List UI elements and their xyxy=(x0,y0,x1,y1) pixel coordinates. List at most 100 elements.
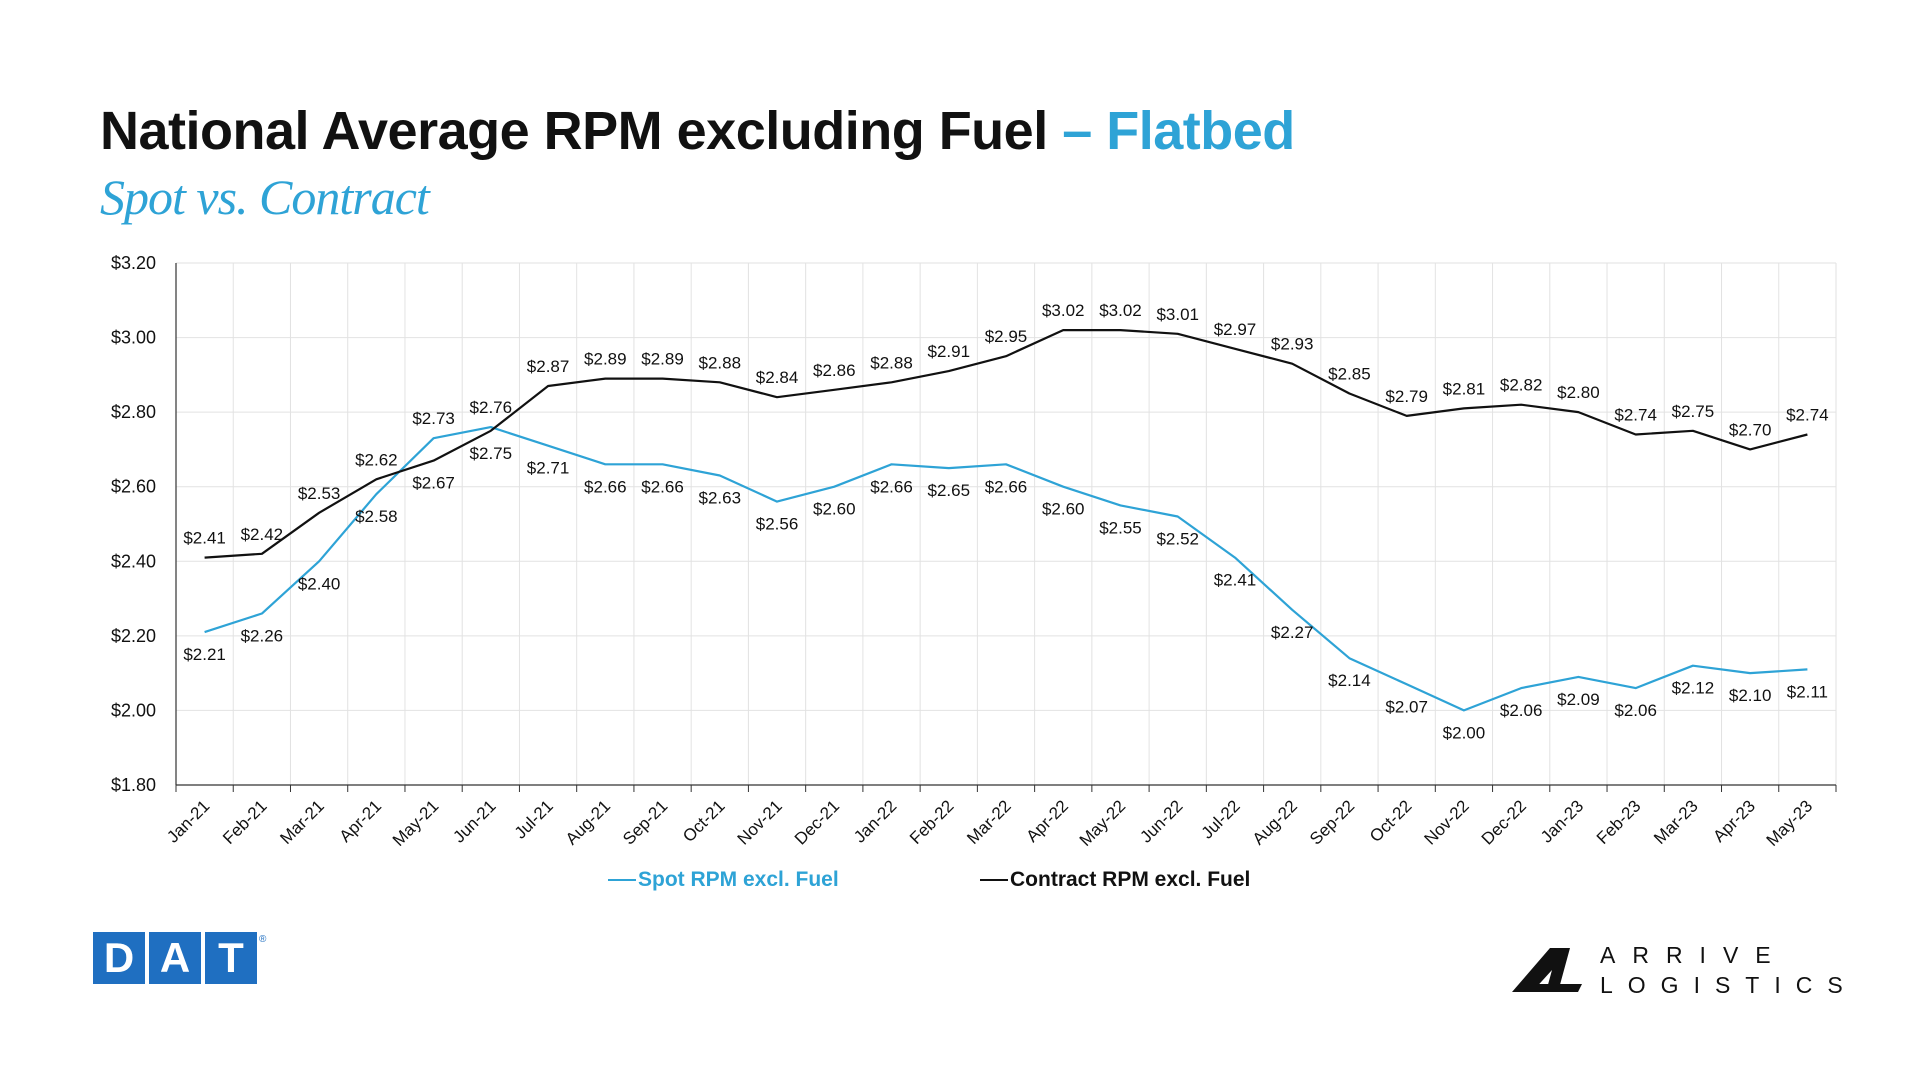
x-tick-label: Apr-22 xyxy=(1023,796,1073,846)
x-tick-label: Nov-21 xyxy=(734,796,786,848)
arrive-logo-line2: LOGISTICS xyxy=(1600,972,1858,998)
y-tick-label: $3.00 xyxy=(111,328,156,348)
contract-data-label: $2.97 xyxy=(1214,320,1257,339)
spot-data-label: $2.26 xyxy=(241,626,284,645)
contract-data-label: $2.81 xyxy=(1443,379,1486,398)
contract-data-label: $2.80 xyxy=(1557,383,1600,402)
y-tick-label: $2.60 xyxy=(111,477,156,497)
spot-data-label: $2.52 xyxy=(1156,530,1199,549)
x-tick-label: Sep-21 xyxy=(619,796,671,848)
arrive-logo-line1: ARRIVE xyxy=(1600,942,1788,968)
contract-data-label: $2.88 xyxy=(870,353,913,372)
contract-data-label: $2.42 xyxy=(241,525,284,544)
contract-data-label: $2.91 xyxy=(927,342,970,361)
spot-data-label: $2.73 xyxy=(412,409,455,428)
spot-data-label: $2.11 xyxy=(1787,682,1828,701)
legend-swatch-contract xyxy=(980,879,1008,882)
x-tick-label: Jun-21 xyxy=(449,796,499,846)
spot-data-label: $2.12 xyxy=(1672,679,1715,698)
spot-data-label: $2.06 xyxy=(1614,701,1657,720)
spot-data-label: $2.21 xyxy=(183,645,226,664)
spot-data-label: $2.66 xyxy=(985,477,1028,496)
chart-subtitle: Spot vs. Contract xyxy=(100,169,430,225)
contract-data-label: $2.75 xyxy=(1672,402,1715,421)
dat-logo-letter-t: T xyxy=(205,932,257,984)
x-tick-label: Jun-22 xyxy=(1136,796,1186,846)
contract-data-label: $2.74 xyxy=(1786,406,1829,425)
x-tick-label: May-22 xyxy=(1076,796,1130,850)
spot-data-label: $2.06 xyxy=(1500,701,1543,720)
x-tick-label: Dec-22 xyxy=(1478,796,1530,848)
spot-data-label: $2.71 xyxy=(527,459,570,478)
legend-label-contract: Contract RPM excl. Fuel xyxy=(1010,868,1251,891)
dat-logo: D A T ® xyxy=(93,932,266,984)
legend-label-spot: Spot RPM excl. Fuel xyxy=(638,868,839,891)
legend-item-spot: Spot RPM excl. Fuel xyxy=(608,868,839,892)
spot-data-label: $2.56 xyxy=(756,515,799,534)
x-tick-label: Jan-21 xyxy=(163,796,213,846)
arrive-logistics-logo: ARRIVE LOGISTICS xyxy=(1512,940,1858,1000)
contract-data-label: $2.84 xyxy=(756,368,799,387)
spot-data-label: $2.07 xyxy=(1385,697,1428,716)
x-tick-label: Dec-21 xyxy=(791,796,843,848)
x-tick-label: Jul-21 xyxy=(511,796,557,842)
x-tick-label: Aug-22 xyxy=(1249,796,1301,848)
spot-data-label: $2.76 xyxy=(470,398,513,417)
legend-swatch-spot xyxy=(608,879,636,882)
chart-title-accent: – Flatbed xyxy=(1062,101,1295,161)
y-tick-label: $2.20 xyxy=(111,626,156,646)
x-tick-label: Nov-22 xyxy=(1421,796,1473,848)
contract-series-line xyxy=(204,329,1808,559)
contract-data-label: $2.85 xyxy=(1328,365,1371,384)
x-tick-label: Mar-23 xyxy=(1650,796,1702,848)
arrive-logo-icon xyxy=(1512,948,1582,992)
contract-data-label: $2.89 xyxy=(641,350,684,369)
contract-data-label: $2.95 xyxy=(985,327,1028,346)
contract-data-label: $2.70 xyxy=(1729,420,1772,439)
x-tick-label: Jul-22 xyxy=(1198,796,1244,842)
y-tick-label: $3.20 xyxy=(111,253,156,273)
x-tick-label: Jan-22 xyxy=(850,796,900,846)
contract-data-label: $2.41 xyxy=(183,529,226,548)
contract-data-label: $2.62 xyxy=(355,450,398,469)
x-tick-label: Feb-21 xyxy=(219,796,271,848)
contract-data-label: $3.02 xyxy=(1099,301,1142,320)
contract-data-label: $2.53 xyxy=(298,484,341,503)
contract-data-label: $2.89 xyxy=(584,350,627,369)
x-tick-label: Mar-21 xyxy=(276,796,328,848)
spot-data-label: $2.00 xyxy=(1443,723,1486,742)
spot-data-label: $2.09 xyxy=(1557,690,1600,709)
spot-data-label: $2.40 xyxy=(298,574,341,593)
x-tick-label: Oct-21 xyxy=(679,796,729,846)
y-tick-label: $2.00 xyxy=(111,700,156,720)
spot-data-label: $2.55 xyxy=(1099,518,1142,537)
x-tick-label: Jan-23 xyxy=(1537,796,1587,846)
spot-data-label: $2.66 xyxy=(641,477,684,496)
dat-logo-registered: ® xyxy=(259,934,267,945)
spot-data-label: $2.58 xyxy=(355,507,398,526)
spot-data-label: $2.27 xyxy=(1271,623,1314,642)
y-tick-label: $2.80 xyxy=(111,402,156,422)
spot-series-line xyxy=(204,426,1808,712)
spot-data-label: $2.14 xyxy=(1328,671,1371,690)
spot-data-label: $2.66 xyxy=(870,477,913,496)
contract-data-label: $2.86 xyxy=(813,361,856,380)
contract-data-label: $2.74 xyxy=(1614,406,1657,425)
contract-data-label: $3.01 xyxy=(1156,305,1199,324)
spot-data-label: $2.63 xyxy=(699,489,742,508)
x-tick-label: May-21 xyxy=(389,796,443,850)
x-tick-label: Mar-22 xyxy=(963,796,1015,848)
x-tick-label: Sep-22 xyxy=(1306,796,1358,848)
contract-data-label: $2.93 xyxy=(1271,335,1314,354)
spot-data-label: $2.66 xyxy=(584,477,627,496)
x-tick-label: Feb-23 xyxy=(1593,796,1645,848)
contract-data-label: $2.75 xyxy=(470,444,513,463)
x-tick-label: Apr-21 xyxy=(336,796,386,846)
contract-data-label: $2.67 xyxy=(412,474,455,493)
contract-data-label: $2.82 xyxy=(1500,376,1543,395)
x-tick-label: Feb-22 xyxy=(906,796,958,848)
x-tick-label: Aug-21 xyxy=(562,796,614,848)
y-tick-label: $2.40 xyxy=(111,551,156,571)
chart-title-main: National Average RPM excluding Fuel xyxy=(100,101,1048,161)
